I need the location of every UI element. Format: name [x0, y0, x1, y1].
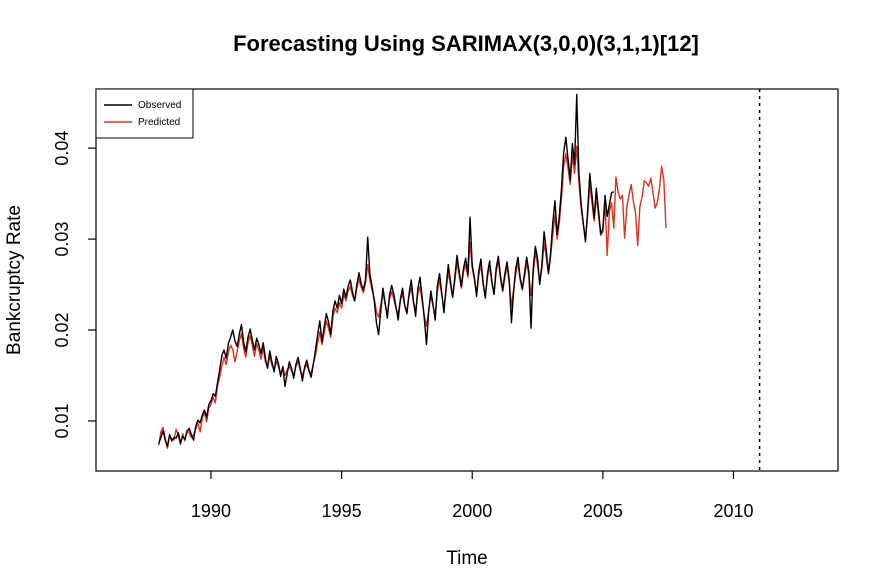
y-axis-label: Bankcruptcy Rate: [4, 205, 25, 355]
y-tick-label: 0.04: [52, 131, 72, 166]
chart-title: Forecasting Using SARIMAX(3,0,0)(3,1,1)[…: [233, 31, 699, 56]
x-axis-label: Time: [446, 548, 488, 569]
series-line-predicted: [158, 145, 667, 449]
y-tick-label: 0.01: [52, 403, 72, 438]
x-axis: 1990 1995 2000 2005 2010: [191, 471, 754, 521]
x-tick-label: 2000: [452, 501, 492, 521]
y-axis: 0.01 0.02 0.03 0.04: [52, 131, 96, 438]
legend: Observed Predicted: [95, 88, 194, 139]
series-line-observed: [158, 93, 615, 448]
legend-box: [95, 88, 194, 139]
x-tick-label: 1990: [191, 501, 231, 521]
x-tick-label: 2005: [583, 501, 623, 521]
legend-label-predicted: Predicted: [138, 117, 180, 128]
x-tick-label: 1995: [322, 501, 362, 521]
series-layer: [158, 93, 667, 449]
legend-label-observed: Observed: [138, 100, 181, 111]
plot-frame: [95, 88, 839, 472]
y-tick-label: 0.02: [52, 313, 72, 348]
x-tick-label: 2010: [713, 501, 753, 521]
y-tick-label: 0.03: [52, 222, 72, 257]
